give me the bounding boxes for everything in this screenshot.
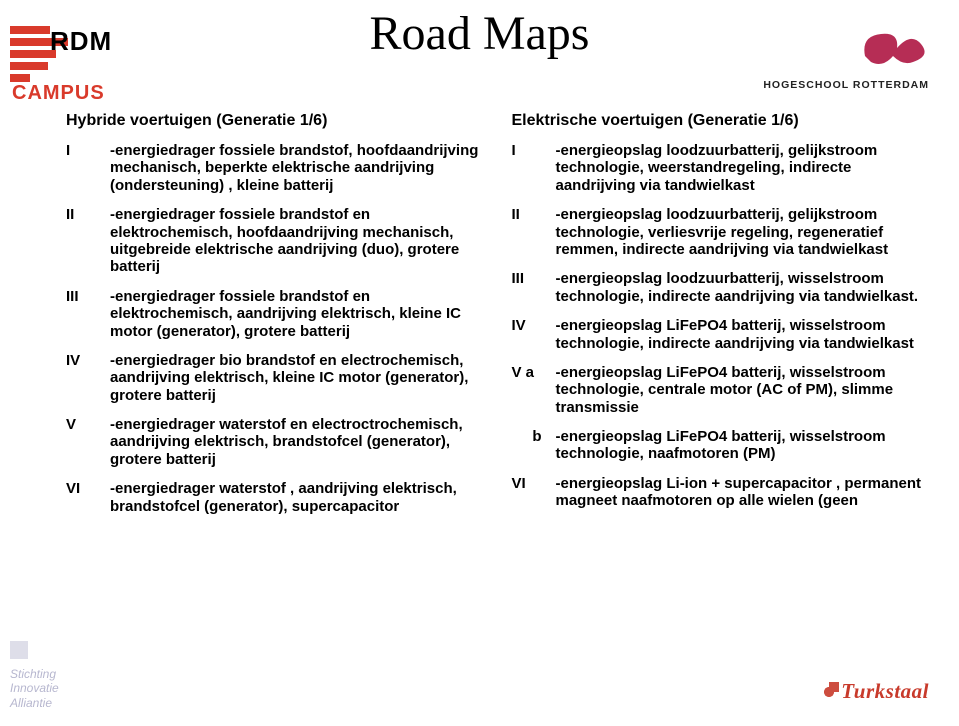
sia-line1: Stichting [10,667,56,681]
list-item: II-energiedrager fossiele brandstof en e… [66,206,480,276]
turkstaal-logo: Turkstaal [819,679,929,704]
right-heading: Elektrische voertuigen (Generatie 1/6) [512,112,926,130]
left-column: Hybride voertuigen (Generatie 1/6) I -ene… [66,112,480,527]
item-text: -energiedrager fossiele brandstof, hoofd… [110,142,480,194]
item-label: b [512,428,542,463]
item-label: VI [66,480,96,515]
list-item: b -energieopslag LiFePO4 batterij, wissel… [512,428,926,463]
item-label: III [66,288,96,340]
item-label: I [512,142,542,194]
list-item: II -energieopslag loodzuurbatterij, gelij… [512,206,926,258]
campus-text: CAMPUS [12,82,105,105]
right-items: I -energieopslag loodzuurbatterij, gelijk… [512,142,926,510]
left-heading: Hybride voertuigen (Generatie 1/6) [66,112,480,130]
slide-page: RDM CAMPUS HOGESCHOOL ROTTERDAM Road Map… [0,0,959,726]
item-label: V [66,416,96,468]
list-item: I -energieopslag loodzuurbatterij, gelijk… [512,142,926,194]
content-columns: Hybride voertuigen (Generatie 1/6) I -ene… [66,112,925,527]
sia-line2: Innovatie [10,681,59,695]
sia-logo: Stichting Innovatie Alliantie [10,641,110,710]
sia-line3: Alliantie [10,696,52,710]
item-text: -energiedrager fossiele brandstof en ele… [110,206,480,276]
item-text: -energieopslag LiFePO4 batterij, wissels… [556,317,926,352]
sia-square-icon [10,641,28,659]
item-text: -energiedrager fossiele brandstof en ele… [110,288,480,340]
item-label: III [512,270,542,305]
item-label: V a [512,364,542,416]
list-item: VI -energiedrager waterstof , aandrijving… [66,480,480,515]
list-item: VI -energieopslag Li-ion + supercapacitor… [512,475,926,510]
item-label: I [66,142,96,194]
hsr-label: HOGESCHOOL ROTTERDAM [719,79,929,91]
list-item: IV -energiedrager bio brandstof en electr… [66,352,480,404]
item-text: -energiedrager bio brandstof en electroc… [110,352,480,404]
list-item: IV -energieopslag LiFePO4 batterij, wisse… [512,317,926,352]
list-item: V a -energieopslag LiFePO4 batterij, wiss… [512,364,926,416]
item-text: -energiedrager waterstof , aandrijving e… [110,480,480,515]
item-label: IV [512,317,542,352]
right-column: Elektrische voertuigen (Generatie 1/6) I… [512,112,926,527]
item-text: -energieopslag Li-ion + supercapacitor ,… [556,475,926,510]
item-text: -energieopslag loodzuurbatterij, gelijks… [556,142,926,194]
item-text: -energieopslag LiFePO4 batterij, wissels… [556,428,926,463]
item-text: -energieopslag loodzuurbatterij, wissels… [556,270,926,305]
list-item: III -energieopslag loodzuurbatterij, wiss… [512,270,926,305]
page-title: Road Maps [0,6,959,61]
list-item: V -energiedrager waterstof en electroctro… [66,416,480,468]
item-text: -energiedrager waterstof en electroctroc… [110,416,480,468]
item-text: -energieopslag LiFePO4 batterij, wissels… [556,364,926,416]
left-items: I -energiedrager fossiele brandstof, hoof… [66,142,480,515]
item-label: II [66,206,96,276]
item-text: -energieopslag loodzuurbatterij, gelijks… [556,206,926,258]
item-label: II [512,206,542,258]
item-label: VI [512,475,542,510]
item-label: IV [66,352,96,404]
list-item: I -energiedrager fossiele brandstof, hoof… [66,142,480,194]
list-item: III -energiedrager fossiele brandstof en … [66,288,480,340]
